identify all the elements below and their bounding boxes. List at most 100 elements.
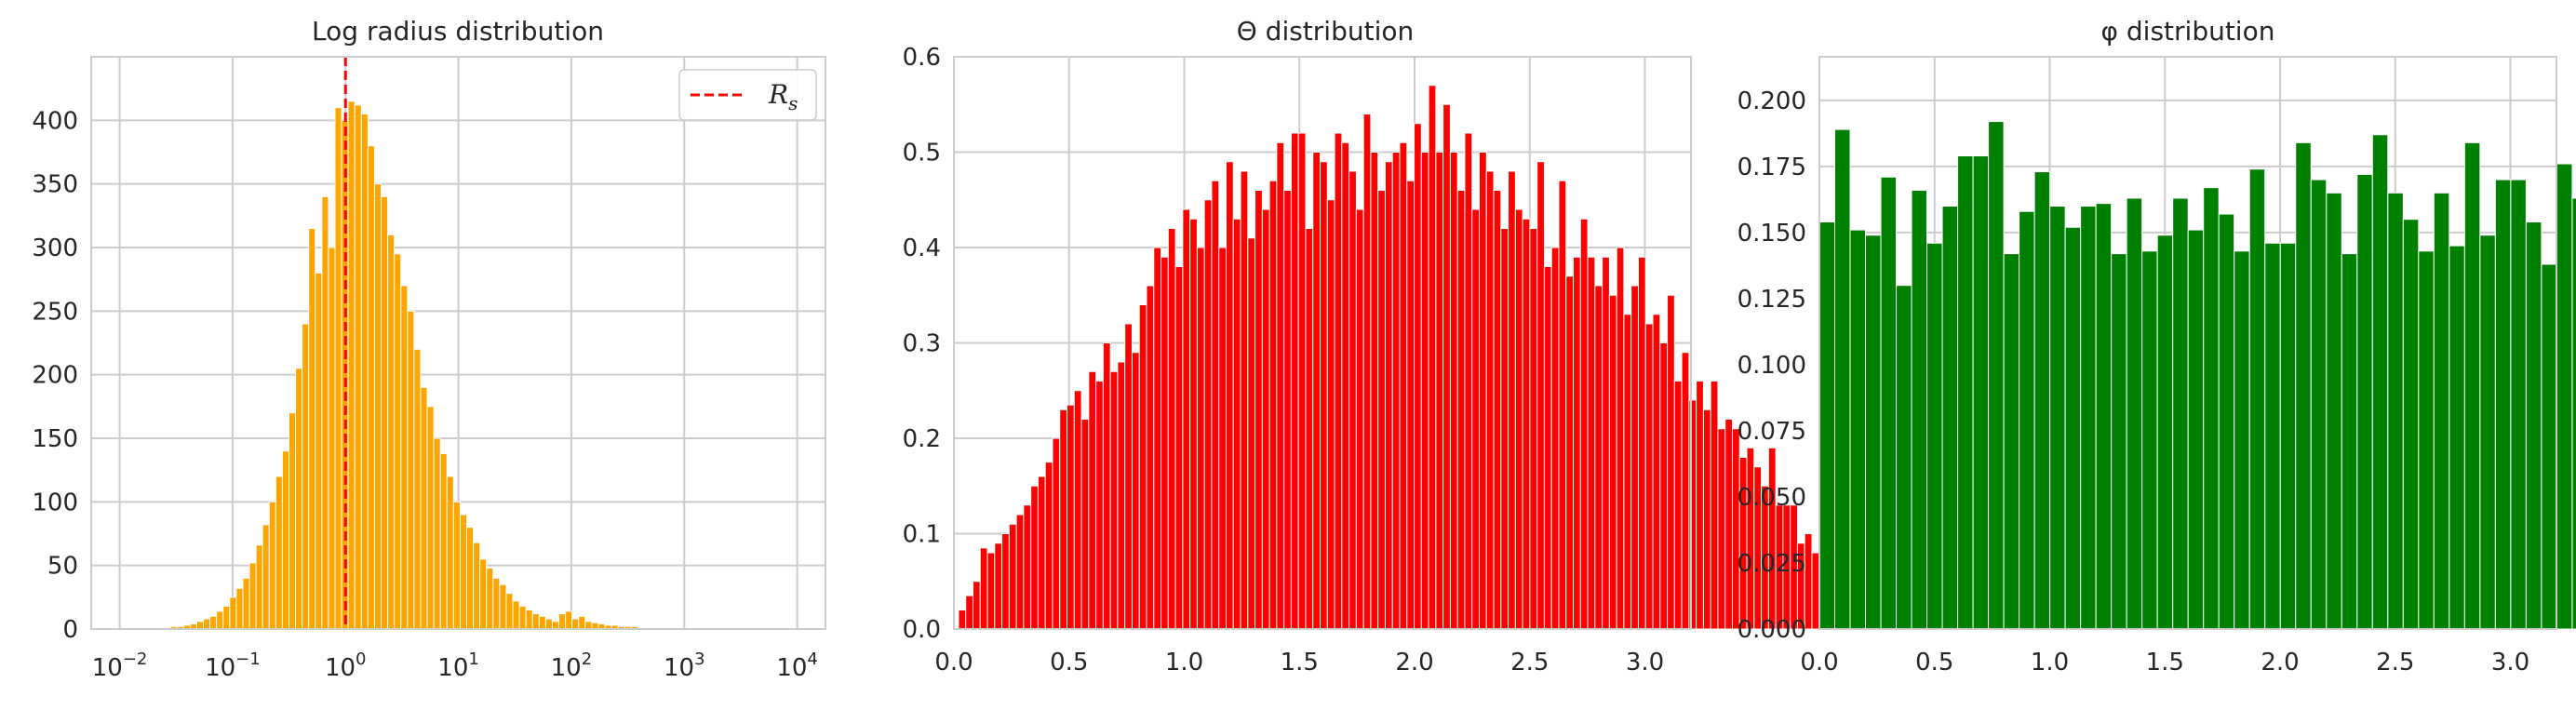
y-tick-label: 250 [32,298,78,326]
y-tick-label: 150 [32,425,78,453]
histogram-bar [1008,523,1017,630]
y-tick-labels: 0.000 0.025 0.050 0.075 0.100 0.125 0.150 0.175… [1737,87,1806,644]
histogram-bar [2126,197,2143,630]
histogram-bar [1348,170,1357,630]
histogram-bar [2095,203,2113,630]
histogram-bar [1608,294,1617,630]
histogram-bar [2525,221,2542,630]
histogram-bar [1391,152,1401,630]
histogram-bar [2218,213,2235,630]
histogram-bar [1218,247,1227,630]
histogram-bar [2279,242,2297,630]
histogram-bar [1370,152,1379,630]
histogram-bar [1037,476,1046,630]
histogram-bar [2003,253,2020,630]
histogram-bar [1109,370,1119,630]
plot-frame [953,56,1692,630]
histogram-bar [1637,256,1646,630]
histogram-bar [979,547,988,630]
histogram-bar [1088,370,1097,630]
panel-title: Θ distribution [1237,16,1415,47]
x-tick-label: 2.0 [2261,649,2299,677]
histogram-bar [1659,342,1669,630]
histogram-bar [518,605,527,630]
histogram-bar [571,618,580,630]
y-tick-label: 0.4 [903,234,941,262]
histogram-bar [2371,134,2389,630]
y-tick-label: 0.150 [1737,220,1806,248]
histogram-bar [1508,170,1516,630]
histogram-bar [1673,381,1683,630]
histogram-bar [492,577,501,630]
histogram-bar [1268,180,1278,630]
histogram-bar [1283,190,1292,630]
histogram-bar [1196,247,1205,630]
histogram-bar [2234,250,2250,630]
histogram-bar [1261,208,1270,630]
histogram-bar [2449,245,2465,630]
histogram-bar [1485,170,1495,630]
histogram-bar [1399,141,1408,630]
histogram-bar [248,562,257,630]
histogram-bar [2326,192,2342,630]
histogram-bar [1536,161,1545,630]
histogram-bar [1355,208,1364,630]
y-tick-label: 0.5 [903,140,941,167]
bars [1818,121,2576,630]
histogram-bar [1579,218,1589,630]
histogram-bar [958,610,967,630]
histogram-bar [1320,161,1328,630]
x-tick-label: 0.0 [1800,649,1838,677]
histogram-bar [347,100,356,630]
histogram-bar [354,104,362,630]
histogram-bar [295,368,303,630]
histogram-bar [1442,103,1451,630]
panel-log-radius: Log radius distribution 0 50 100 150 200 250 3… [32,16,826,682]
histogram-bar [1493,190,1502,630]
histogram-bar [2541,263,2557,630]
panel-theta: Θ distribution 0.0 0.1 0.2 0.3 0.4 0.5 0.6 0.0… [903,16,1857,677]
histogram-bar [505,593,514,630]
histogram-bar [2049,205,2066,630]
y-tick-label: 200 [32,362,78,390]
histogram-bar [1644,323,1654,630]
histogram-bar [459,514,468,630]
y-tick-label: 0.050 [1737,484,1806,512]
histogram-bar [1478,152,1487,630]
y-tick-label: 50 [47,553,78,581]
histogram-bar [1456,190,1466,630]
histogram-bar [1616,247,1625,630]
histogram-bar [1138,304,1147,630]
histogram-bar [1052,437,1061,630]
y-tick-label: 0.2 [903,425,941,453]
histogram-bar [1464,132,1473,630]
histogram-bar [558,613,567,630]
histogram-bar [1623,314,1632,630]
histogram-bar [1102,342,1111,630]
histogram-bar [1326,199,1335,630]
histogram-bar [986,552,996,630]
histogram-bar [195,621,205,630]
x-tick-labels: 10−2 10−1 100 101 102 103 104 [92,650,818,682]
histogram-bar [1667,294,1675,630]
histogram-bar [499,583,507,630]
histogram-bar [1297,132,1307,630]
histogram-bar [1124,323,1133,630]
histogram-bar [1514,208,1523,630]
histogram-bar [2203,187,2220,630]
histogram-bar [2494,179,2512,630]
histogram-bar [1240,170,1249,630]
histogram-bar [2141,250,2158,630]
histogram-bar [242,577,250,630]
histogram-bar [591,622,599,630]
histogram-bar [2295,141,2312,630]
histogram-bar [1146,285,1155,630]
histogram-bar [2433,192,2450,630]
y-tick-label: 0.200 [1737,87,1806,115]
x-tick-label: 1.0 [1165,649,1203,677]
x-tick-label: 3.0 [2491,649,2529,677]
histogram-bar [1174,266,1184,630]
histogram-bar [2080,205,2097,630]
x-tick-label: 1.0 [2031,649,2069,677]
histogram-bar [2264,242,2281,630]
